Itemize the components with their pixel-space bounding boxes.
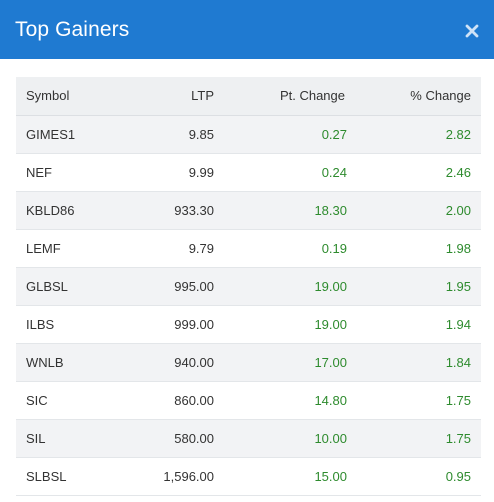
cell-pt-change: 18.30 [314,202,347,218]
cell-pt-change: 17.00 [314,354,347,370]
column-header-symbol[interactable]: Symbol [16,77,131,116]
table-row[interactable]: SIL 580.00 10.00 1.75 [16,419,481,457]
cell-ltp: 860.00 [174,392,214,408]
modal-header: Top Gainers [0,0,494,59]
cell-symbol: SIL [26,430,46,446]
cell-ltp: 933.30 [174,202,214,218]
cell-symbol: KBLD86 [26,202,75,218]
modal-title: Top Gainers [15,17,130,41]
cell-pct-change: 1.95 [445,278,471,294]
cell-ltp: 999.00 [174,316,214,332]
cell-pt-change: 15.00 [314,468,347,484]
cell-symbol: SLBSL [26,468,67,484]
table-row[interactable]: GIMES1 9.85 0.27 2.82 [16,115,481,153]
table-header-row: Symbol LTP Pt. Change % Change [16,77,481,116]
cell-ltp: 9.79 [188,240,214,256]
table-row[interactable]: ILBS 999.00 19.00 1.94 [16,305,481,343]
cell-pct-change: 1.98 [445,240,471,256]
table-row[interactable]: SIC 860.00 14.80 1.75 [16,381,481,419]
close-button[interactable] [460,19,484,43]
cell-pct-change: 1.84 [445,354,471,370]
column-header-pt-change[interactable]: Pt. Change [214,77,347,116]
cell-pt-change: 14.80 [314,392,347,408]
table-row[interactable]: NEF 9.99 0.24 2.46 [16,153,481,191]
cell-pct-change: 2.00 [445,202,471,218]
cell-pct-change: 0.95 [445,468,471,484]
cell-pt-change: 19.00 [314,278,347,294]
gainers-table: Symbol LTP Pt. Change % Change GIMES1 9.… [16,77,481,496]
cell-pt-change: 19.00 [314,316,347,332]
column-header-ltp[interactable]: LTP [131,77,214,116]
cell-symbol: ILBS [26,316,55,332]
column-header-pct-change[interactable]: % Change [347,77,481,116]
cell-symbol: LEMF [26,240,61,256]
cell-symbol: GIMES1 [26,126,76,142]
cell-pt-change: 10.00 [314,430,347,446]
cell-symbol: NEF [26,164,52,180]
table-row[interactable]: SLBSL 1,596.00 15.00 0.95 [16,457,481,495]
cell-pct-change: 2.46 [445,164,471,180]
table-row[interactable]: WNLB 940.00 17.00 1.84 [16,343,481,381]
cell-ltp: 9.85 [188,126,214,142]
gainers-table-container: Symbol LTP Pt. Change % Change GIMES1 9.… [16,77,481,496]
cell-symbol: SIC [26,392,48,408]
table-row[interactable]: GLBSL 995.00 19.00 1.95 [16,267,481,305]
cell-pt-change: 0.19 [321,240,347,256]
cell-pct-change: 1.94 [445,316,471,332]
cell-ltp: 995.00 [174,278,214,294]
cell-pct-change: 1.75 [445,392,471,408]
cell-pt-change: 0.27 [321,126,347,142]
cell-pct-change: 2.82 [445,126,471,142]
table-row[interactable]: LEMF 9.79 0.19 1.98 [16,229,481,267]
cell-ltp: 1,596.00 [163,468,214,484]
cell-pct-change: 1.75 [445,430,471,446]
close-icon [465,24,479,37]
cell-ltp: 580.00 [174,430,214,446]
table-row[interactable]: KBLD86 933.30 18.30 2.00 [16,191,481,229]
cell-pt-change: 0.24 [321,164,347,180]
cell-ltp: 940.00 [174,354,214,370]
cell-symbol: GLBSL [26,278,68,294]
cell-ltp: 9.99 [188,164,214,180]
cell-symbol: WNLB [26,354,64,370]
